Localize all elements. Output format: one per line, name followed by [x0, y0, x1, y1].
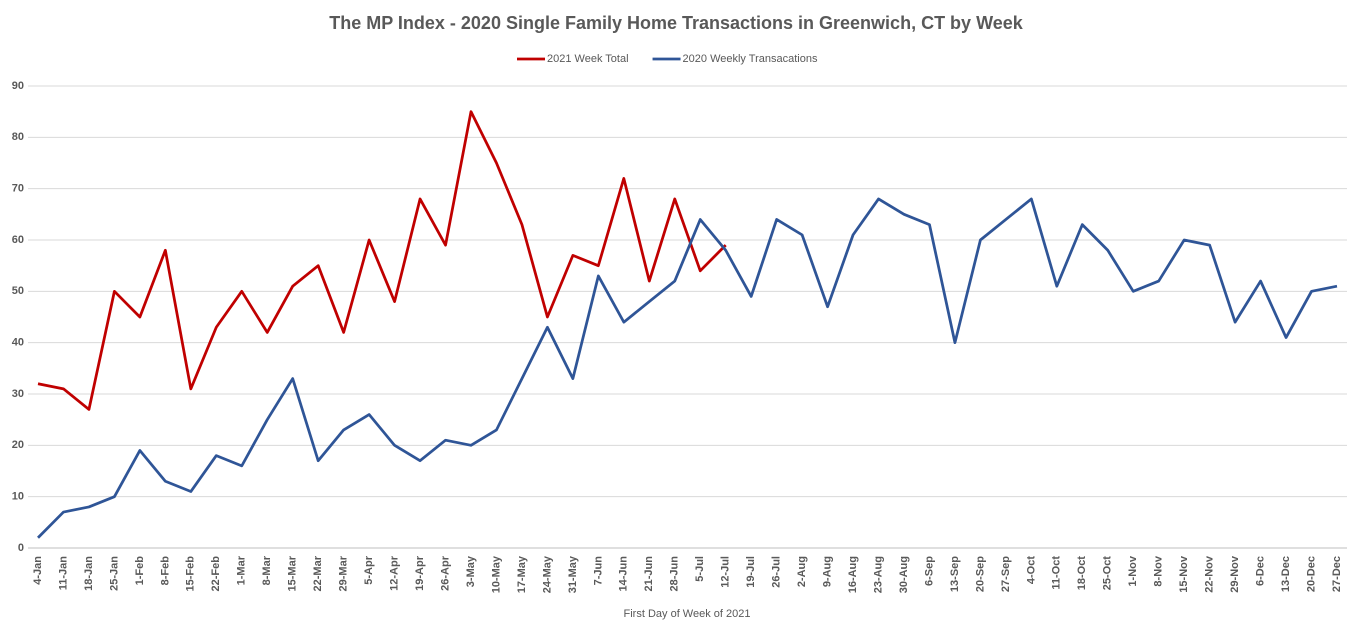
- x-tick-label: 18-Jan: [83, 556, 95, 591]
- x-tick-label: 4-Jan: [32, 556, 44, 585]
- x-tick-label: 20-Dec: [1305, 556, 1317, 592]
- x-tick-label: 30-Aug: [898, 556, 910, 593]
- y-tick-label: 0: [18, 542, 24, 554]
- x-tick-label: 21-Jun: [643, 556, 655, 592]
- x-tick-label: 8-Mar: [261, 555, 273, 585]
- x-tick-label: 31-May: [567, 555, 579, 593]
- x-tick-label: 27-Sep: [1000, 556, 1012, 592]
- x-tick-label: 1-Feb: [134, 556, 146, 586]
- x-tick-label: 14-Jun: [618, 556, 630, 592]
- x-tick-label: 17-May: [516, 555, 528, 593]
- x-tick-label: 7-Jun: [592, 556, 604, 586]
- x-tick-label: 5-Jul: [694, 556, 706, 582]
- x-tick-label: 3-May: [465, 555, 477, 587]
- x-tick-label: 10-May: [490, 555, 502, 593]
- y-tick-label: 70: [12, 183, 24, 195]
- y-tick-label: 50: [12, 285, 24, 297]
- x-tick-label: 29-Mar: [338, 555, 350, 591]
- x-tick-label: 16-Aug: [847, 556, 859, 593]
- series-line: [37, 110, 727, 411]
- x-tick-label: 2-Aug: [796, 556, 808, 587]
- x-tick-label: 8-Nov: [1153, 555, 1165, 586]
- x-tick-label: 22-Nov: [1204, 555, 1216, 593]
- x-tick-label: 12-Apr: [388, 555, 400, 591]
- x-tick-label: 29-Nov: [1229, 555, 1241, 593]
- y-tick-label: 90: [12, 80, 24, 92]
- series-line: [37, 197, 1338, 539]
- x-tick-label: 23-Aug: [872, 556, 884, 593]
- x-tick-label: 4-Oct: [1025, 556, 1037, 584]
- x-tick-label: 5-Apr: [363, 555, 375, 584]
- x-tick-label: 13-Sep: [949, 556, 961, 592]
- x-tick-label: 19-Apr: [414, 555, 426, 591]
- x-tick-label: 6-Dec: [1254, 556, 1266, 586]
- x-tick-label: 25-Jan: [108, 556, 120, 591]
- y-tick-label: 30: [12, 388, 24, 400]
- y-tick-label: 60: [12, 234, 24, 246]
- x-tick-label: 6-Sep: [923, 556, 935, 586]
- x-tick-label: 1-Mar: [236, 555, 248, 585]
- x-tick-label: 24-May: [541, 555, 553, 593]
- x-tick-label: 1-Nov: [1127, 555, 1139, 586]
- x-tick-label: 18-Oct: [1076, 556, 1088, 591]
- y-tick-label: 40: [12, 337, 24, 349]
- y-tick-label: 10: [12, 491, 24, 503]
- x-tick-label: 26-Jul: [771, 556, 783, 588]
- x-tick-label: 11-Jan: [57, 556, 69, 591]
- x-tick-label: 9-Aug: [821, 556, 833, 587]
- x-tick-label: 15-Mar: [287, 555, 299, 591]
- x-tick-label: 25-Oct: [1102, 556, 1114, 591]
- x-tick-label: 20-Sep: [974, 556, 986, 592]
- y-tick-label: 80: [12, 131, 24, 143]
- x-tick-label: 22-Mar: [312, 555, 324, 591]
- x-tick-label: 22-Feb: [210, 556, 222, 592]
- y-tick-label: 20: [12, 439, 24, 451]
- x-tick-label: 8-Feb: [159, 556, 171, 586]
- x-tick-label: 15-Feb: [185, 556, 197, 592]
- x-tick-label: 12-Jul: [720, 556, 732, 588]
- x-tick-label: 19-Jul: [745, 556, 757, 588]
- x-tick-label: 28-Jun: [669, 556, 681, 592]
- x-tick-label: 27-Dec: [1331, 556, 1343, 592]
- chart-title: The MP Index - 2020 Single Family Home T…: [329, 13, 1024, 33]
- x-tick-label: 11-Oct: [1051, 556, 1063, 590]
- x-axis-title: First Day of Week of 2021: [624, 608, 751, 620]
- legend-label: 2021 Week Total: [547, 53, 629, 65]
- x-tick-label: 13-Dec: [1280, 556, 1292, 592]
- x-tick-label: 15-Nov: [1178, 555, 1190, 593]
- x-tick-label: 26-Apr: [439, 555, 451, 591]
- legend-label: 2020 Weekly Transacations: [683, 53, 818, 65]
